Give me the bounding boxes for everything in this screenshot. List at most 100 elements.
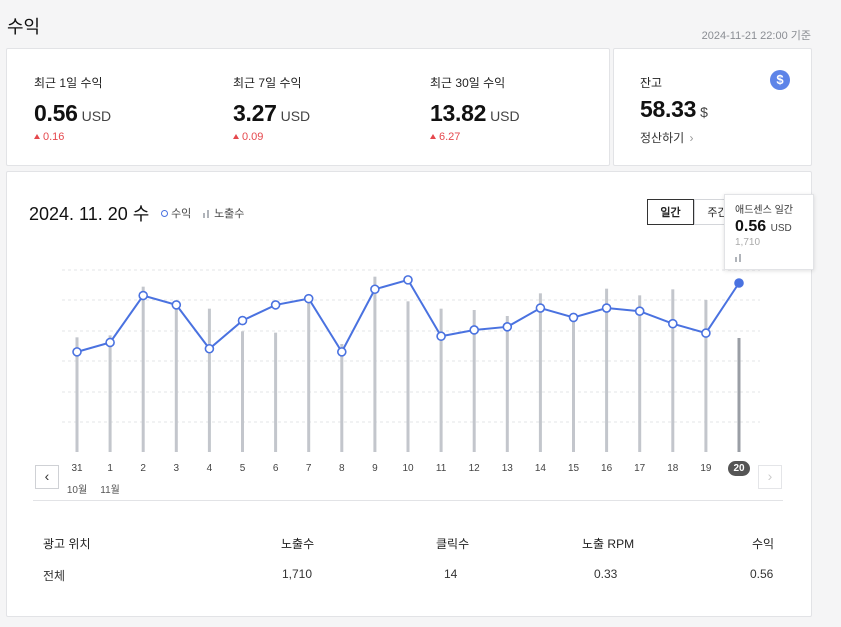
x-tick-label[interactable]: 10 xyxy=(402,463,414,474)
bar-marker-icon xyxy=(203,209,211,218)
table-header-revenue: 수익 xyxy=(752,537,775,551)
x-tick-label[interactable]: 5 xyxy=(239,463,246,474)
impressions-bar xyxy=(605,288,609,452)
impressions-bar xyxy=(406,301,410,452)
x-tick-label[interactable]: 18 xyxy=(667,463,679,474)
stat-label: 최근 30일 수익 xyxy=(430,76,506,90)
x-tick-label[interactable]: 9 xyxy=(372,463,378,474)
impressions-bar xyxy=(340,344,344,452)
balance-card: 잔고 $ 58.33 $ 정산하기 › xyxy=(613,48,812,166)
stat-label: 최근 7일 수익 xyxy=(233,76,302,90)
revenue-point xyxy=(701,328,711,338)
stat-unit: USD xyxy=(81,108,112,124)
table-header-placement: 광고 위치 xyxy=(43,537,91,551)
table-cell-placement: 전체 xyxy=(43,569,66,583)
revenue-point xyxy=(634,306,645,316)
revenue-point xyxy=(105,337,115,348)
revenue-point xyxy=(568,312,579,323)
settle-link[interactable]: 정산하기 › xyxy=(640,129,694,146)
stat-value: 0.56 xyxy=(34,100,78,126)
revenue-point xyxy=(370,284,380,295)
x-tick-label[interactable]: 14 xyxy=(534,463,546,474)
impressions-bar xyxy=(472,310,476,452)
increase-arrow-icon xyxy=(430,134,436,139)
daily-button[interactable]: 일간 xyxy=(647,199,694,225)
impressions-bar xyxy=(241,331,244,452)
balance-value: 58.33 xyxy=(640,96,697,122)
chevron-right-icon: › xyxy=(689,131,694,145)
stat-delta: 0.16 xyxy=(43,131,65,143)
increase-arrow-icon xyxy=(34,134,40,139)
revenue-point xyxy=(72,347,82,357)
revenue-point xyxy=(469,325,480,335)
revenue-point xyxy=(138,290,148,301)
stat-delta: 0.09 xyxy=(242,131,264,143)
x-tick-label[interactable]: 3 xyxy=(173,463,180,474)
balance-label: 잔고 xyxy=(640,76,663,90)
revenue-point xyxy=(502,322,513,332)
revenue-point xyxy=(667,318,678,329)
table-cell-rpm: 0.33 xyxy=(594,567,618,581)
x-tick-label[interactable]: 31 xyxy=(71,463,83,474)
impressions-bar xyxy=(108,335,112,452)
revenue-point xyxy=(535,303,546,313)
tooltip-impressions: 1,710 xyxy=(735,237,761,248)
stat-30day: 최근 30일 수익 13.82 USD 6.27 xyxy=(430,74,520,143)
impressions-bar xyxy=(274,332,278,452)
x-tick-label[interactable]: 6 xyxy=(272,463,279,474)
revenue-point xyxy=(601,303,612,313)
chart-date: 2024. 11. 20 수 xyxy=(29,204,150,224)
impressions-bar xyxy=(439,308,443,452)
stat-unit: USD xyxy=(280,108,311,124)
x-tick-label[interactable]: 2 xyxy=(140,463,146,474)
impressions-bar xyxy=(75,337,79,452)
table-cell-impressions: 1,710 xyxy=(282,567,313,581)
revenue-point xyxy=(171,300,182,310)
table-header-impressions: 노출수 xyxy=(281,537,315,551)
chart-tooltip: 애드센스 일간 0.56 USD 1,710 xyxy=(724,194,814,270)
stat-value: 3.27 xyxy=(233,100,277,126)
x-tick-label[interactable]: 15 xyxy=(567,463,580,474)
impressions-bar xyxy=(307,298,311,452)
data-timestamp: 2024-11-21 22:00 기준 xyxy=(701,30,811,42)
x-tick-label[interactable]: 19 xyxy=(700,463,712,474)
legend-impressions-label: 노출수 xyxy=(214,208,245,220)
recent-revenue-card: 최근 1일 수익 0.56 USD 0.16 최근 7일 수익 3.27 USD 0… xyxy=(6,48,610,166)
impressions-bar xyxy=(671,289,675,452)
x-tick-label[interactable]: 8 xyxy=(339,463,345,474)
stat-7day: 최근 7일 수익 3.27 USD 0.09 xyxy=(233,74,310,143)
revenue-point xyxy=(436,331,446,342)
stat-delta: 6.27 xyxy=(439,131,461,143)
stat-value: 13.82 xyxy=(430,100,487,126)
x-tick-label[interactable]: 16 xyxy=(601,463,613,474)
x-tick-label[interactable]: 12 xyxy=(468,463,480,474)
impressions-bar xyxy=(207,308,211,452)
impressions-bar xyxy=(704,300,708,452)
page-title: 수익 xyxy=(7,17,41,37)
impressions-bar xyxy=(638,295,642,452)
tooltip-title: 애드센스 일간 xyxy=(735,205,793,216)
impressions-bar xyxy=(505,316,509,452)
x-tick-label[interactable]: 17 xyxy=(634,463,646,474)
x-tick-label[interactable]: 11 xyxy=(435,463,447,474)
next-period-button[interactable]: › xyxy=(758,465,782,489)
revenue-point xyxy=(270,300,281,310)
x-tick-label[interactable]: 13 xyxy=(501,463,513,474)
balance-unit: $ xyxy=(700,104,708,120)
x-tick-month-label: 10월 xyxy=(66,485,88,496)
dollar-icon: $ xyxy=(770,70,790,90)
impressions-bar xyxy=(141,286,145,452)
x-tick-label[interactable]: 1 xyxy=(107,463,113,474)
chevron-left-icon: ‹ xyxy=(44,468,50,484)
chevron-right-icon: › xyxy=(767,468,773,484)
x-tick-label[interactable]: 20 xyxy=(728,461,750,476)
legend-revenue-label: 수익 xyxy=(171,208,192,220)
legend-revenue: 수익 xyxy=(161,205,191,221)
settle-label: 정산하기 xyxy=(640,131,685,145)
prev-period-button[interactable]: ‹ xyxy=(35,465,59,489)
x-tick-label[interactable]: 7 xyxy=(305,463,312,474)
impressions-bar xyxy=(538,293,542,452)
x-tick-label[interactable]: 4 xyxy=(206,463,213,474)
revenue-point xyxy=(237,315,248,326)
